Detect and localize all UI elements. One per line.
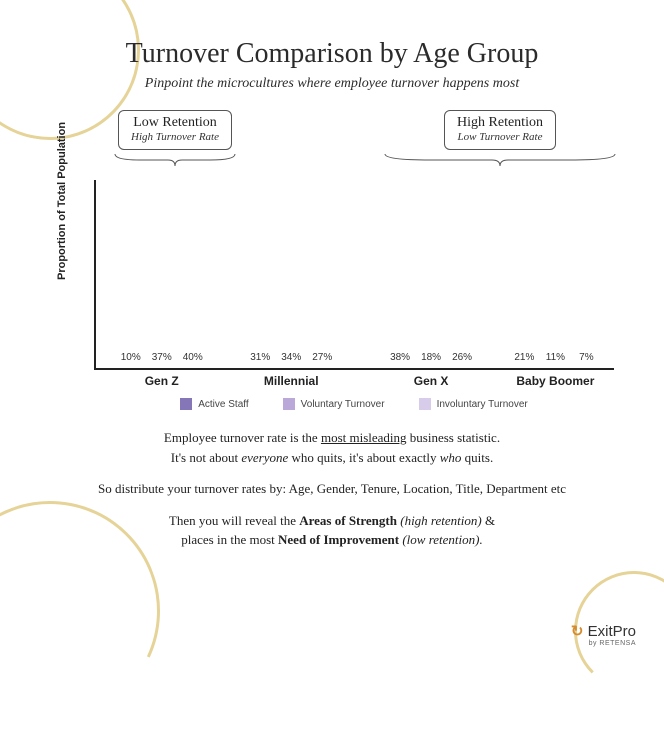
infographic-container: Turnover Comparison by Age Group Pinpoin… <box>0 0 664 661</box>
bar-value-label: 27% <box>308 352 336 363</box>
legend-swatch <box>180 398 192 410</box>
page-subtitle: Pinpoint the microcultures where employe… <box>40 76 624 92</box>
callout-high-retention: High Retention Low Turnover Rate <box>380 110 620 166</box>
bar-chart-plot: 10%37%40%Gen Z31%34%27%Millennial38%18%2… <box>94 180 614 370</box>
callout-high-main: High Retention <box>457 115 543 131</box>
callout-low-main: Low Retention <box>131 115 219 131</box>
bar-value-label: 7% <box>572 352 600 363</box>
logo-text-2: Pro <box>613 623 636 640</box>
x-axis-label: Millennial <box>231 374 351 388</box>
logo-subtext: by RETENSA <box>571 640 636 647</box>
legend-label: Involuntary Turnover <box>437 399 528 410</box>
bar-value-label: 34% <box>277 352 305 363</box>
bar-value-label: 40% <box>179 352 207 363</box>
x-axis-label: Baby Boomer <box>495 374 615 388</box>
legend-item-active: Active Staff <box>180 398 248 410</box>
callout-high-sub: Low Turnover Rate <box>457 131 543 143</box>
bar-value-label: 31% <box>246 352 274 363</box>
logo-icon: ↻ <box>571 623 584 640</box>
body-paragraph-1: Employee turnover rate is the most misle… <box>40 428 624 467</box>
bar-value-label: 21% <box>510 352 538 363</box>
legend-swatch <box>283 398 295 410</box>
callout-low-retention: Low Retention High Turnover Rate <box>110 110 240 166</box>
bar-value-label: 37% <box>148 352 176 363</box>
y-axis-label: Proportion of Total Population <box>56 122 68 280</box>
legend-item-voluntary: Voluntary Turnover <box>283 398 385 410</box>
callout-low-sub: High Turnover Rate <box>131 131 219 143</box>
chart-area: Low Retention High Turnover Rate High Re… <box>40 110 624 410</box>
body-paragraph-3: Then you will reveal the Areas of Streng… <box>40 511 624 550</box>
brand-logo: ↻ ExitPro by RETENSA <box>571 622 636 647</box>
body-paragraph-2: So distribute your turnover rates by: Ag… <box>40 479 624 499</box>
brace-icon <box>380 152 620 166</box>
page-title: Turnover Comparison by Age Group <box>40 38 624 70</box>
x-axis-label: Gen Z <box>102 374 222 388</box>
bar-value-label: 18% <box>417 352 445 363</box>
legend-item-involuntary: Involuntary Turnover <box>419 398 528 410</box>
x-axis-label: Gen X <box>371 374 491 388</box>
brace-icon <box>110 152 240 166</box>
bar-value-label: 11% <box>541 352 569 363</box>
legend-swatch <box>419 398 431 410</box>
legend-label: Active Staff <box>198 399 248 410</box>
bar-value-label: 10% <box>117 352 145 363</box>
bar-value-label: 26% <box>448 352 476 363</box>
body-text: Employee turnover rate is the most misle… <box>40 428 624 550</box>
legend-label: Voluntary Turnover <box>301 399 385 410</box>
chart-legend: Active Staff Voluntary Turnover Involunt… <box>94 398 614 410</box>
logo-text-1: Exit <box>588 623 613 640</box>
bar-value-label: 38% <box>386 352 414 363</box>
